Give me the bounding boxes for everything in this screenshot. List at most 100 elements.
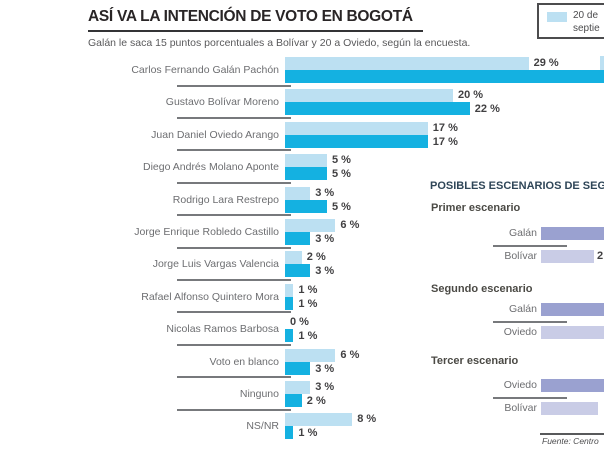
bar-value-label: 5 %	[332, 200, 351, 213]
scenario-separator	[493, 397, 567, 399]
candidate-label: Rafael Alfonso Quintero Mora	[141, 290, 279, 303]
row-separator	[177, 246, 291, 249]
scenario-bar	[541, 326, 604, 339]
bar-light-series	[285, 121, 428, 135]
scenario-bar	[541, 402, 598, 415]
bar-dark-series	[285, 102, 470, 116]
candidate-label: Diego Andrés Molano Aponte	[142, 161, 279, 174]
scenario-separator	[493, 321, 567, 323]
bar-dark-series	[285, 394, 302, 407]
bar-light-series	[285, 186, 311, 200]
scenario-separator	[493, 245, 567, 247]
scenario-candidate-label: Galán	[508, 303, 537, 315]
source-text: Fuente: Centro	[542, 436, 599, 446]
bar-value-label: 29 %	[533, 57, 559, 69]
page-title: ASÍ VA LA INTENCIÓN DE VOTO EN BOGOTÁ	[88, 8, 423, 32]
bar-light-series	[285, 154, 327, 168]
bar-value-label: 17 %	[432, 121, 458, 134]
legend-label: 20 de septie	[573, 10, 600, 35]
row-separator	[177, 408, 291, 411]
bar-light-series	[285, 413, 353, 427]
scenario-candidate-label: Oviedo	[503, 379, 537, 391]
bar-dark-series	[285, 134, 428, 148]
candidate-label: Jorge Enrique Robledo Castillo	[134, 226, 279, 238]
bar-value-label: 3 %	[315, 381, 335, 393]
legend-label-line2: septie	[573, 22, 600, 34]
bar-dark-series	[285, 426, 294, 440]
subtitle: Galán le saca 15 puntos porcentuales a B…	[88, 37, 471, 49]
scenario-candidate-label: Bolívar	[504, 402, 537, 414]
scenario-candidate-label: Galán	[508, 227, 537, 239]
bar-value-label: 3 %	[315, 233, 335, 245]
candidate-label: NS/NR	[246, 420, 279, 433]
bar-dark-series	[285, 167, 327, 181]
bar-value-label: 3 %	[315, 265, 335, 278]
candidate-label: Voto en blanco	[209, 355, 279, 368]
scenario-candidate-label: Oviedo	[503, 326, 537, 338]
bar-dark-series	[285, 70, 604, 83]
scenario-bar	[541, 379, 604, 392]
row-separator	[177, 278, 291, 281]
bar-value-label: 8 %	[357, 413, 377, 426]
bar-value-label: 1 %	[298, 297, 318, 310]
bar-dark-series	[285, 199, 327, 213]
bar-value-label: 17 %	[432, 135, 458, 148]
legend-swatch-light-blue-icon	[547, 12, 567, 22]
row-separator	[177, 376, 291, 379]
bar-value-label: 5 %	[332, 168, 351, 181]
bar-dark-series	[285, 232, 311, 245]
row-separator	[177, 149, 291, 152]
bar-light-series	[285, 89, 453, 103]
scenarios-heading: POSIBLES ESCENARIOS DE SEG	[430, 180, 604, 192]
candidate-label: Ninguno	[239, 388, 279, 400]
bar-light-series	[285, 348, 336, 362]
legend-label-line1: 20 de	[573, 10, 599, 21]
legend: 20 de septie	[537, 3, 604, 39]
candidate-label: Gustavo Bolívar Moreno	[165, 96, 279, 109]
scenario-title: Tercer escenario	[431, 355, 519, 367]
scenario-title: Segundo escenario	[431, 283, 533, 295]
bar-value-label: 1 %	[298, 330, 318, 343]
bar-light-series	[285, 219, 336, 232]
row-separator	[177, 116, 291, 119]
candidate-label: Carlos Fernando Galán Pachón	[131, 64, 279, 76]
row-separator	[177, 214, 291, 217]
row-separator	[177, 343, 291, 346]
scenario-bar	[541, 303, 604, 316]
scenario-bar	[541, 250, 594, 263]
scenario-candidate-label: Bolívar	[504, 250, 537, 262]
candidate-label: Nicolas Ramos Barbosa	[166, 323, 279, 336]
row-separator	[177, 311, 291, 314]
bar-dark-series	[285, 361, 311, 375]
candidate-label: Juan Daniel Oviedo Arango	[151, 128, 279, 141]
bar-value-label: 20 %	[458, 89, 484, 102]
bar-value-label: 1 %	[298, 427, 318, 440]
bar-light-series	[285, 57, 529, 70]
bar-value-label: 22 %	[474, 103, 500, 116]
row-separator	[177, 84, 291, 87]
bar-value-label: 6 %	[340, 348, 360, 361]
bar-value-label: 6 %	[340, 219, 360, 231]
bar-value-label: 1 %	[298, 283, 318, 296]
scenario-value-label: 2	[597, 250, 604, 262]
bar-dark-series	[285, 329, 294, 343]
row-separator	[177, 181, 291, 184]
scenario-title: Primer escenario	[431, 202, 521, 214]
bar-value-label: 3 %	[315, 362, 335, 375]
bar-value-label: 2 %	[306, 395, 326, 407]
bar-value-label: 3 %	[315, 186, 335, 199]
bar-light-series	[285, 283, 294, 297]
bar-value-label: 0 %	[290, 316, 309, 329]
cropped-neighbor-bar	[600, 56, 604, 70]
bar-dark-series	[285, 296, 294, 310]
bar-light-series	[285, 251, 302, 265]
bar-light-series	[285, 381, 311, 394]
scenario-bar	[541, 227, 604, 240]
candidate-label: Jorge Luis Vargas Valencia	[152, 258, 279, 271]
candidate-label: Rodrigo Lara Restrepo	[172, 193, 279, 206]
bar-value-label: 5 %	[332, 154, 351, 167]
bar-dark-series	[285, 264, 311, 278]
source-divider	[540, 433, 604, 435]
bar-value-label: 2 %	[306, 251, 326, 264]
